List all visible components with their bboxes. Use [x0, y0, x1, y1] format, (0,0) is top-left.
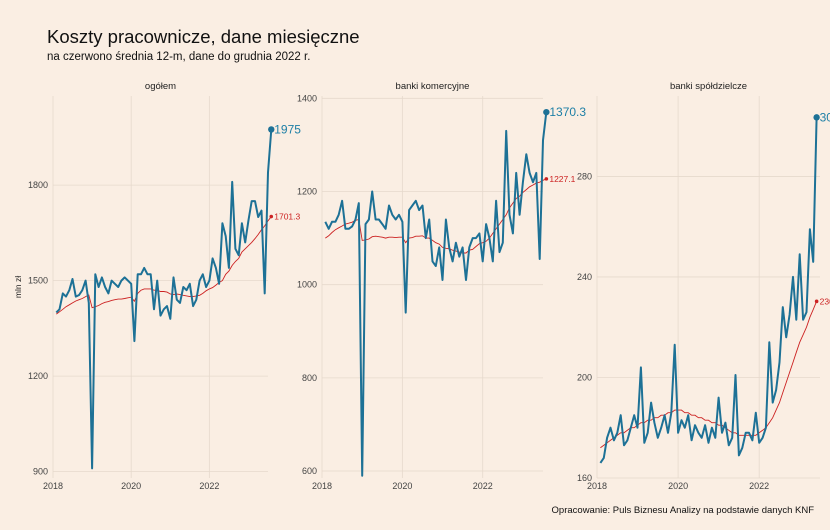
source-caption: Opracowanie: Puls Biznesu Analizy na pod…	[551, 505, 814, 516]
chart-subtitle: na czerwono średnia 12-m, dane do grudni…	[47, 51, 311, 63]
value-end-label: 303.5	[820, 110, 830, 124]
y-tick-label: 1800	[28, 180, 48, 190]
x-tick-label: 2020	[392, 481, 412, 491]
x-tick-label: 2020	[121, 481, 141, 491]
y-tick-label: 1400	[297, 93, 317, 103]
average-end-label: 1701.3	[274, 212, 300, 222]
panel-2: 160 200 240 280 2018 2020 2022 banki spółdzielc…	[577, 81, 830, 491]
y-tick-label: 600	[302, 466, 317, 476]
average-end-label: 1227.1	[549, 174, 575, 184]
average-line	[56, 216, 272, 315]
value-line	[55, 129, 273, 470]
x-tick-label: 2018	[312, 481, 332, 491]
x-tick-label: 2022	[473, 481, 493, 491]
y-tick-label: 1200	[297, 187, 317, 197]
value-end-point	[813, 114, 820, 121]
chart-title: Koszty pracownicze, dane miesięczne	[47, 26, 360, 47]
x-tick-label: 2018	[43, 481, 63, 491]
average-end-label: 230.3	[820, 296, 830, 306]
average-end-point	[814, 299, 819, 304]
value-line	[599, 117, 818, 464]
y-axis-label: mln zł	[13, 276, 23, 298]
y-tick-label: 280	[577, 171, 592, 181]
y-tick-label: 200	[577, 372, 592, 382]
average-end-point	[269, 214, 274, 219]
y-tick-label: 1200	[28, 371, 48, 381]
x-tick-label: 2022	[199, 481, 219, 491]
panel-0: 900 1200 1500 1800 2018 2020 2022 ogółem mln zł 1…	[13, 81, 301, 491]
y-tick-label: 160	[577, 473, 592, 483]
panel-1: 600 800 1000 1200 1400 2018 2020 2022 banki kome…	[297, 81, 586, 491]
y-tick-label: 800	[302, 373, 317, 383]
x-tick-label: 2022	[749, 481, 769, 491]
y-tick-label: 1500	[28, 276, 48, 286]
value-line	[324, 112, 548, 477]
panel-title: banki spółdzielcze	[670, 81, 747, 92]
x-tick-label: 2020	[668, 481, 688, 491]
x-tick-label: 2018	[587, 481, 607, 491]
y-tick-label: 240	[577, 272, 592, 282]
value-end-point	[268, 126, 275, 133]
value-end-label: 1975	[274, 122, 301, 136]
y-tick-label: 1000	[297, 280, 317, 290]
y-tick-label: 900	[33, 467, 48, 477]
panel-title: banki komercyjne	[396, 81, 470, 92]
average-end-point	[544, 177, 549, 181]
value-end-label: 1370.3	[549, 105, 586, 119]
panel-title: ogółem	[145, 81, 176, 92]
value-end-point	[543, 108, 550, 116]
